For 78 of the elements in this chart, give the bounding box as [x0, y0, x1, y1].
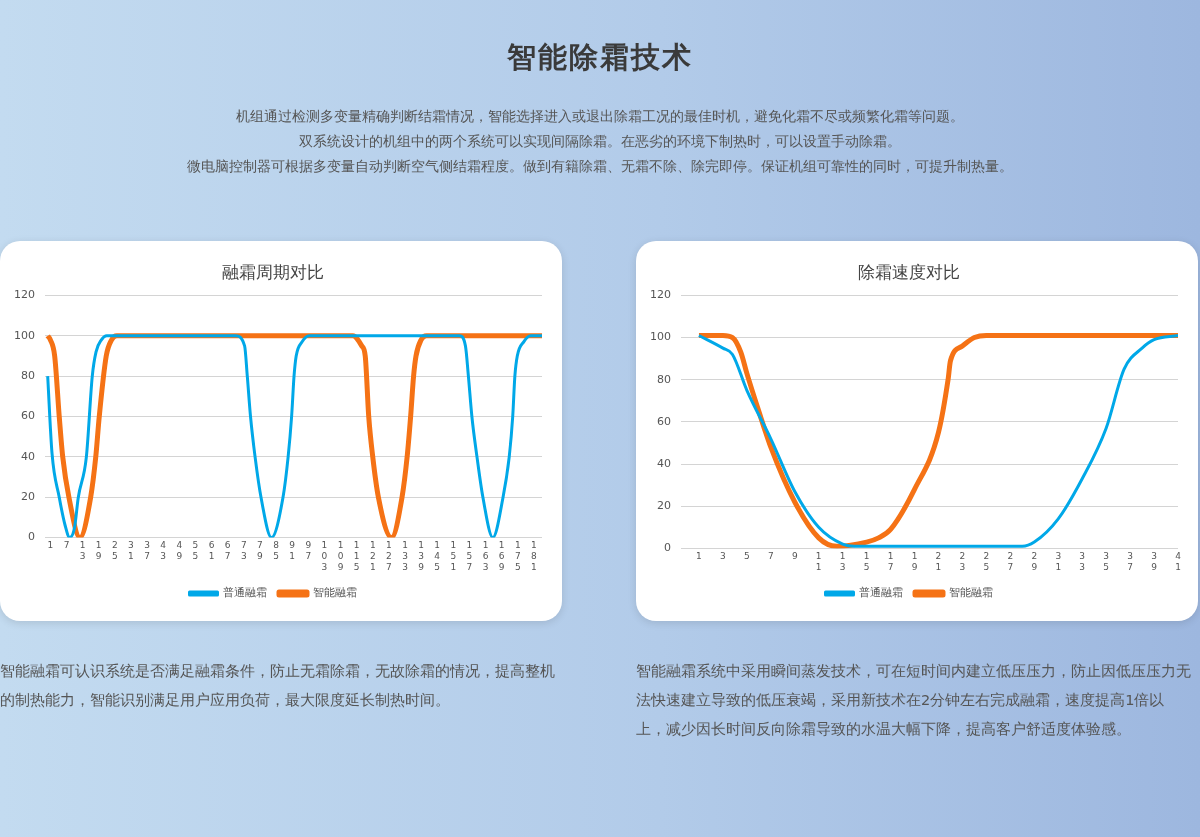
x-tick-label: 1 5 [863, 551, 870, 572]
x-tick-label: 1 8 1 [531, 540, 538, 572]
x-tick-label: 9 7 [305, 540, 312, 562]
x-tick-label: 1 4 5 [434, 540, 441, 572]
legend-label: 智能融霜 [312, 586, 357, 600]
x-tick-label: 1 3 [839, 551, 846, 572]
text: 微电脑控制器可根据多变量自动判断空气侧结霜程度。做到有籍除霜、无霜不除、除完即停。保证机组可靠性的同时，可提升制热量。 [186, 157, 1014, 176]
y-tick-label: 120 [650, 288, 671, 302]
x-tick-label: 3 5 [1103, 551, 1110, 572]
y-tick-label: 100 [14, 328, 35, 342]
text: 双系统设计的机组中的两个系统可以实现间隔除霜。在恶劣的环境下制热时，可以设置手动除霜。 [298, 132, 902, 151]
text: 机组通过检测多变量精确判断结霜情况，智能选择进入或退出除霜工况的最佳时机，避免化霜不尽或频繁化霜等问题。 [235, 107, 965, 126]
x-tick-label: 3 [720, 551, 726, 562]
x-tick-label: 1 6 9 [498, 540, 505, 572]
legend-label: 普通融霜 [223, 586, 267, 600]
x-tick-label: 1 7 5 [514, 540, 521, 572]
x-tick-label: 1 3 3 [402, 540, 408, 572]
x-tick-label: 3 7 [144, 540, 150, 562]
x-tick-label: 8 5 [273, 540, 280, 562]
x-tick-label: 9 1 [289, 540, 296, 562]
text: 智能除霜技术 [506, 39, 694, 76]
x-tick-label: 5 [744, 551, 750, 562]
x-tick-label: 1 5 1 [450, 540, 457, 572]
y-tick-label: 20 [657, 499, 671, 513]
text: 智能融霜可认识系统是否满足融霜条件，防止无霜除霜，无故除霜的情况，提高整机的制热能力，智能识别满足用户应用负荷，最大限度延长制热时间。 [0, 662, 556, 710]
x-tick-label: 1 1 [815, 551, 822, 572]
x-tick-label: 1 [696, 551, 702, 562]
x-tick-label: 3 7 [1127, 551, 1133, 572]
x-tick-label: 1 7 [887, 551, 894, 572]
x-tick-label: 4 3 [160, 540, 167, 562]
x-tick-label: 2 1 [935, 551, 942, 572]
x-tick-label: 6 7 [224, 540, 231, 562]
x-tick-label: 3 1 [128, 540, 134, 562]
chart-title: 除霜速度对比 [858, 261, 960, 282]
x-tick-label: 1 3 [79, 540, 86, 562]
y-tick-label: 40 [21, 449, 35, 463]
y-tick-label: 120 [14, 288, 35, 302]
x-tick-label: 1 2 1 [369, 540, 376, 572]
x-tick-label: 2 7 [1007, 551, 1014, 572]
x-tick-label: 1 1 5 [353, 540, 360, 572]
x-tick-label: 7 3 [240, 540, 247, 562]
x-tick-label: 4 1 [1175, 551, 1182, 572]
x-tick-label: 6 1 [208, 540, 215, 562]
legend-label: 普通融霜 [859, 586, 903, 600]
x-tick-label: 1 9 [95, 540, 102, 562]
y-tick-label: 80 [21, 368, 35, 382]
x-tick-label: 1 3 9 [418, 540, 425, 572]
y-tick-label: 100 [650, 330, 671, 344]
text: 智能融霜系统中采用瞬间蒸发技术，可在短时间内建立低压压力，防止因低压压力无法快速建立导致的低压衰竭，采用新技术在2分钟左右完成融霜，速度提高1倍以上，减少因长时间反向除霜导致的水温大幅下降，提高客户舒适度体验感。 [636, 662, 1192, 739]
chart-title: 融霜周期对比 [222, 261, 324, 282]
x-tick-label: 7 9 [257, 540, 264, 562]
x-tick-label: 9 [791, 551, 798, 562]
x-tick-label: 3 9 [1151, 551, 1158, 572]
x-tick-label: 2 5 [111, 540, 118, 562]
x-tick-label: 5 5 [192, 540, 199, 562]
x-tick-label: 1 6 3 [482, 540, 489, 572]
y-tick-label: 20 [21, 490, 35, 504]
x-tick-label: 4 9 [176, 540, 183, 562]
y-tick-label: 0 [28, 530, 35, 544]
x-tick-label: 1 [47, 540, 54, 551]
x-tick-label: 1 0 9 [337, 540, 344, 572]
x-tick-label: 2 5 [983, 551, 990, 572]
y-tick-label: 40 [657, 456, 671, 470]
legend-label: 智能融霜 [948, 586, 993, 600]
x-tick-label: 2 3 [959, 551, 966, 572]
x-tick-label: 1 0 3 [321, 540, 328, 572]
x-tick-label: 1 5 7 [466, 540, 473, 572]
x-tick-label: 7 [63, 540, 70, 551]
x-tick-label: 1 2 7 [386, 540, 392, 572]
x-tick-label: 3 3 [1079, 551, 1086, 572]
x-tick-label: 1 9 [911, 551, 918, 572]
y-tick-label: 0 [664, 541, 671, 555]
x-tick-label: 2 9 [1031, 551, 1038, 572]
x-tick-label: 7 [767, 551, 774, 562]
y-tick-label: 60 [657, 414, 671, 428]
y-tick-label: 60 [21, 409, 35, 423]
y-tick-label: 80 [657, 372, 671, 386]
x-tick-label: 3 1 [1055, 551, 1062, 572]
